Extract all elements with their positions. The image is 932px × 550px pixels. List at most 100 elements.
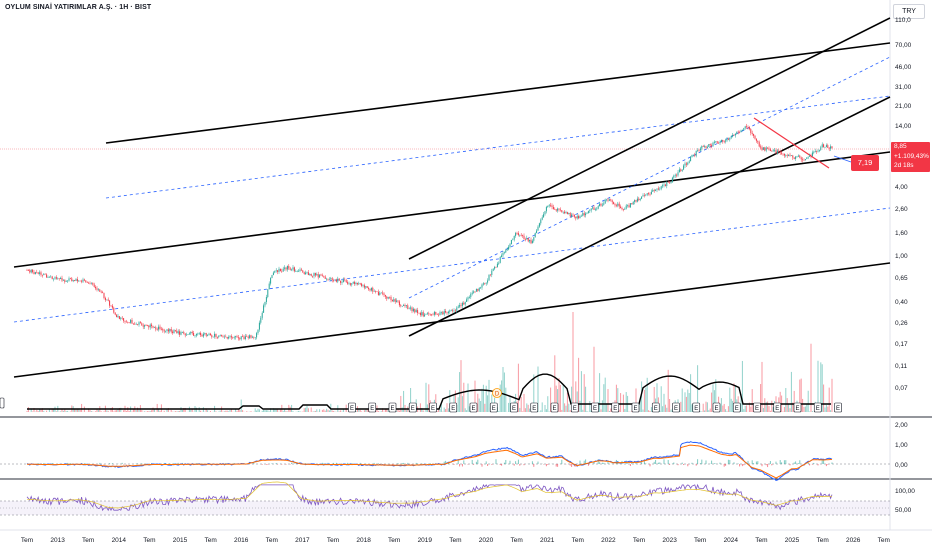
currency-button[interactable]: TRY — [893, 4, 925, 19]
earnings-marker[interactable]: E — [793, 402, 802, 413]
earnings-marker[interactable]: E — [611, 402, 620, 413]
candle-body — [261, 312, 263, 318]
volume-bar — [482, 384, 484, 412]
candle-body — [767, 147, 769, 149]
outer-dashed-lower[interactable] — [13, 207, 891, 323]
price-change: +1.109,43% — [894, 152, 929, 160]
earnings-marker[interactable]: E — [510, 402, 518, 413]
outer-channel-mid[interactable] — [13, 151, 891, 268]
candle-body — [478, 287, 480, 291]
volume-bar — [635, 388, 637, 412]
volume-bar — [307, 408, 309, 412]
target-connector[interactable] — [833, 155, 852, 163]
inner-channel-top[interactable] — [408, 17, 891, 260]
candle-body — [445, 310, 447, 313]
inner-dashed-mid[interactable] — [408, 56, 891, 299]
candle-body — [299, 269, 301, 271]
macd-histogram-bar — [373, 462, 375, 464]
macd-histogram-bar — [505, 459, 507, 464]
outer-channel-top[interactable] — [105, 42, 891, 144]
candle-body — [782, 153, 784, 155]
candle-body — [533, 237, 535, 241]
volume-bar — [209, 411, 211, 412]
macd-histogram-bar — [109, 463, 111, 464]
macd-histogram-bar — [271, 463, 273, 464]
candle-body — [750, 129, 752, 133]
earnings-marker[interactable]: E — [672, 402, 680, 413]
candle-body — [270, 278, 272, 284]
earnings-marker[interactable]: E — [530, 402, 539, 413]
earnings-marker[interactable]: E — [368, 402, 377, 413]
volume-bar — [152, 407, 154, 412]
earnings-marker[interactable]: E — [570, 402, 579, 413]
candle-body — [667, 182, 669, 183]
volume-bar — [550, 387, 552, 412]
volume-bar — [334, 411, 336, 412]
volume-bar — [261, 410, 263, 412]
volume-bar — [324, 410, 326, 412]
earnings-marker[interactable]: E — [469, 402, 478, 413]
outer-channel-bottom[interactable] — [13, 262, 891, 378]
candle-body — [36, 272, 38, 273]
candle-body — [482, 283, 484, 285]
macd-histogram-bar — [537, 461, 539, 464]
candle-body — [460, 305, 462, 306]
volume-bar — [624, 408, 626, 412]
time-axis-label: Tem — [266, 537, 278, 544]
earnings-marker[interactable]: E — [429, 402, 437, 413]
earnings-marker[interactable]: E — [732, 402, 741, 413]
earnings-marker[interactable]: E — [449, 402, 458, 413]
macd-histogram-bar — [503, 462, 505, 464]
earnings-marker[interactable]: E — [813, 402, 822, 413]
earnings-marker[interactable]: E — [348, 402, 356, 413]
candle-body — [785, 155, 787, 156]
downtrend-line[interactable] — [753, 117, 830, 169]
earnings-marker[interactable]: E — [591, 402, 599, 413]
volume-bar — [422, 410, 424, 412]
macd-histogram-bar — [769, 461, 771, 464]
macd-histogram-bar — [545, 464, 547, 467]
volume-bar — [565, 405, 567, 412]
candle-body — [821, 144, 823, 148]
price-axis-label: 21,00 — [895, 103, 912, 110]
volume-bar — [746, 405, 748, 412]
dividend-marker[interactable]: D — [492, 388, 502, 398]
volume-bar — [643, 389, 645, 412]
earnings-marker[interactable]: E — [692, 402, 701, 413]
candle-body — [278, 268, 280, 272]
time-axis-label: Tem — [694, 537, 706, 544]
earnings-marker[interactable]: E — [550, 402, 559, 413]
earnings-marker[interactable]: E — [651, 402, 660, 413]
candle-body — [687, 162, 689, 165]
candle-body — [247, 336, 249, 338]
earnings-marker[interactable]: E — [712, 402, 721, 413]
candle-body — [236, 336, 238, 338]
macd-histogram-bar — [821, 459, 823, 464]
earnings-marker[interactable]: E — [753, 402, 761, 413]
candle-body — [657, 188, 659, 190]
earnings-marker[interactable]: E — [834, 402, 842, 413]
time-axis[interactable]: Tem 2013 Tem 2014 Tem 2015 Tem 2016 Tem 2017 Tem 20… — [21, 537, 890, 544]
rsi-axis[interactable]: 100,00 50,00 — [895, 488, 915, 514]
macd-axis[interactable]: 2,00 1,00 0,00 — [895, 422, 908, 469]
candle-body — [722, 139, 724, 142]
candle-body — [618, 203, 620, 207]
earnings-marker-label: E — [350, 406, 354, 412]
volume-bar — [275, 409, 277, 412]
earnings-marker[interactable]: E — [388, 402, 397, 413]
earnings-marker[interactable]: E — [489, 402, 498, 413]
earnings-marker[interactable]: E — [773, 402, 782, 413]
earnings-marker[interactable]: E — [631, 402, 640, 413]
macd-histogram-bar — [391, 464, 393, 465]
macd-histogram-bar — [593, 462, 595, 464]
candle-body — [282, 268, 284, 272]
macd-histogram-bar — [351, 463, 353, 464]
earnings-marker[interactable]: E — [408, 402, 417, 413]
macd-histogram-bar — [611, 463, 613, 464]
candle-body — [359, 283, 361, 284]
price-axis[interactable]: 110,0 70,00 46,00 31,00 21,00 14,00 4,00 2,60 1,… — [895, 17, 912, 392]
inner-channel-bottom[interactable] — [408, 96, 891, 337]
outer-dashed-upper[interactable] — [105, 95, 891, 199]
